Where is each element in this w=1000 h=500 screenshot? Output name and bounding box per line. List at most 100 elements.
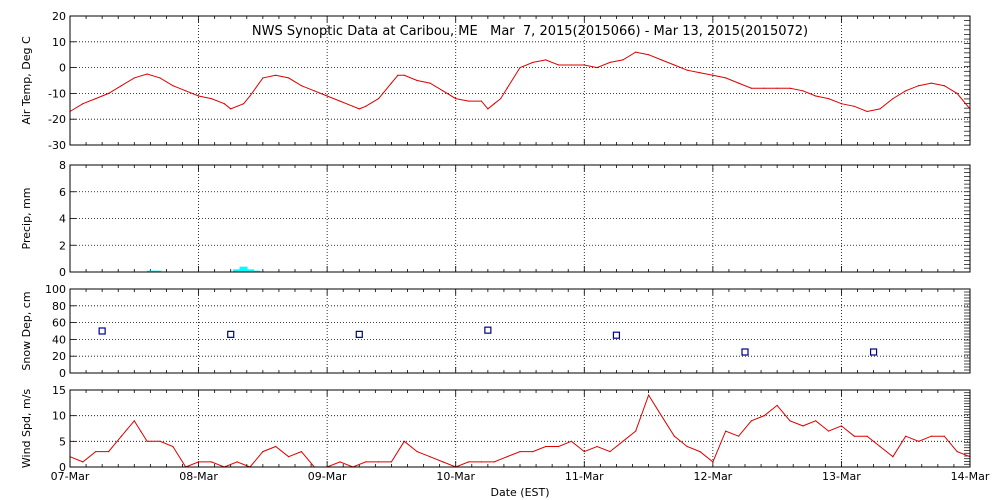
air-temp-point [500, 97, 502, 100]
precip-bar [233, 269, 242, 272]
wind-speed-point [815, 420, 817, 422]
y-tick-label: 20 [52, 350, 66, 363]
wind-speed-point [827, 430, 830, 432]
air-temp-point [583, 64, 585, 66]
wind-speed-point [776, 404, 778, 406]
air-temp-point [326, 95, 328, 97]
wind-speed-point [287, 456, 290, 458]
air-temp-point [635, 51, 637, 53]
y-tick-label: 15 [52, 384, 66, 397]
x-axis-title: Date (EST) [490, 486, 549, 499]
air-temp-point [197, 95, 200, 97]
air-temp-point [609, 61, 611, 64]
wind-speed-point [133, 420, 135, 422]
wind-speed-point [442, 461, 444, 463]
air-temp-point [159, 77, 161, 79]
air-temp-point [480, 100, 483, 102]
air-temp-point [429, 82, 431, 84]
air-temp-point [416, 79, 418, 82]
wind-speed-point [583, 451, 585, 453]
air-temp-point [622, 59, 624, 61]
air-temp-point [249, 95, 251, 97]
wind-speed-point [596, 445, 598, 448]
wind-speed-point [570, 440, 573, 442]
air-temp-point [853, 105, 855, 107]
wind-speed-point [725, 430, 727, 432]
air-temp-point [776, 87, 778, 89]
air-temp-point [210, 97, 213, 100]
chart-title: NWS Synoptic Data at Caribou, ME Mar 7, … [252, 24, 808, 39]
air-temp-point [358, 108, 360, 110]
air-temp-point [262, 77, 264, 79]
air-temp-point [647, 54, 650, 56]
air-temp-panel-frame [69, 15, 971, 146]
air-temp-point [230, 108, 232, 110]
wind-speed-point [892, 456, 894, 458]
wind-speed-point [609, 451, 611, 453]
x-tick-label: 08-Mar [179, 470, 218, 483]
precip-bar [252, 270, 261, 272]
wind-speed-point [197, 461, 200, 463]
air-temp-point [840, 103, 843, 105]
air-temp-point [879, 108, 881, 110]
wind-speed-point [172, 445, 174, 448]
precip-bar [153, 270, 162, 272]
wind-speed-point [737, 435, 740, 437]
wind-speed-point [763, 415, 765, 417]
x-tick-label: 14-Mar [951, 470, 990, 483]
air-temp-point [905, 90, 907, 92]
y-tick-label: 8 [59, 159, 66, 172]
air-temp-point [570, 64, 573, 66]
precip-bar [147, 270, 155, 272]
wind-speed-point [840, 425, 843, 427]
wind-speed-point [622, 440, 624, 442]
wind-speed-point [905, 435, 907, 437]
wind-speed-point [262, 451, 264, 453]
wind-speed-point [917, 440, 920, 442]
precip-bar [239, 266, 248, 272]
air-temp-point [789, 87, 791, 89]
air-temp-point [403, 74, 405, 76]
snow-depth-point [612, 331, 621, 339]
wind-speed-point [107, 451, 110, 453]
air-temp-point [815, 95, 817, 97]
air-temp-point [487, 108, 489, 110]
wind-speed-point [506, 456, 508, 458]
wind-speed-point [236, 461, 238, 463]
wind-speed-point [647, 394, 650, 396]
y-tick-label: 0 [59, 62, 66, 75]
wind-speed-point [403, 440, 405, 442]
wind-speed-point [789, 420, 791, 422]
air-temp-point [596, 67, 598, 69]
y-tick-label: -10 [48, 87, 66, 100]
x-tick-label: 11-Mar [565, 470, 604, 483]
precip-axis-title: Precip, mm [20, 188, 33, 250]
wind-speed-point [712, 461, 714, 463]
snow-depth-point [741, 348, 749, 356]
wind-speed-point [390, 461, 393, 463]
wind-speed-point [686, 445, 688, 448]
air-temp-point [892, 97, 894, 100]
wind-speed-point [545, 445, 547, 448]
air-temp-point [917, 85, 920, 87]
snow-depth-point [869, 348, 878, 356]
wind-speed-point [802, 425, 804, 427]
air-temp-point [956, 92, 958, 94]
y-tick-label: 40 [52, 333, 66, 346]
air-temp-point [557, 64, 560, 66]
air-temp-point [185, 90, 187, 92]
air-temp-point [686, 69, 688, 71]
y-tick-label: 0 [59, 461, 66, 474]
y-tick-label: -30 [48, 139, 66, 152]
wind-speed-point [429, 456, 431, 458]
wind-speed-point [956, 451, 958, 453]
air-temp-point [133, 77, 135, 79]
air-temp-point [493, 103, 495, 105]
air-temp-point [532, 61, 534, 64]
air-temp-point [287, 77, 290, 79]
air-temp-point [699, 72, 701, 74]
y-tick-label: 4 [59, 213, 66, 226]
wind-speed-point [557, 445, 560, 448]
y-tick-label: 0 [59, 266, 66, 279]
